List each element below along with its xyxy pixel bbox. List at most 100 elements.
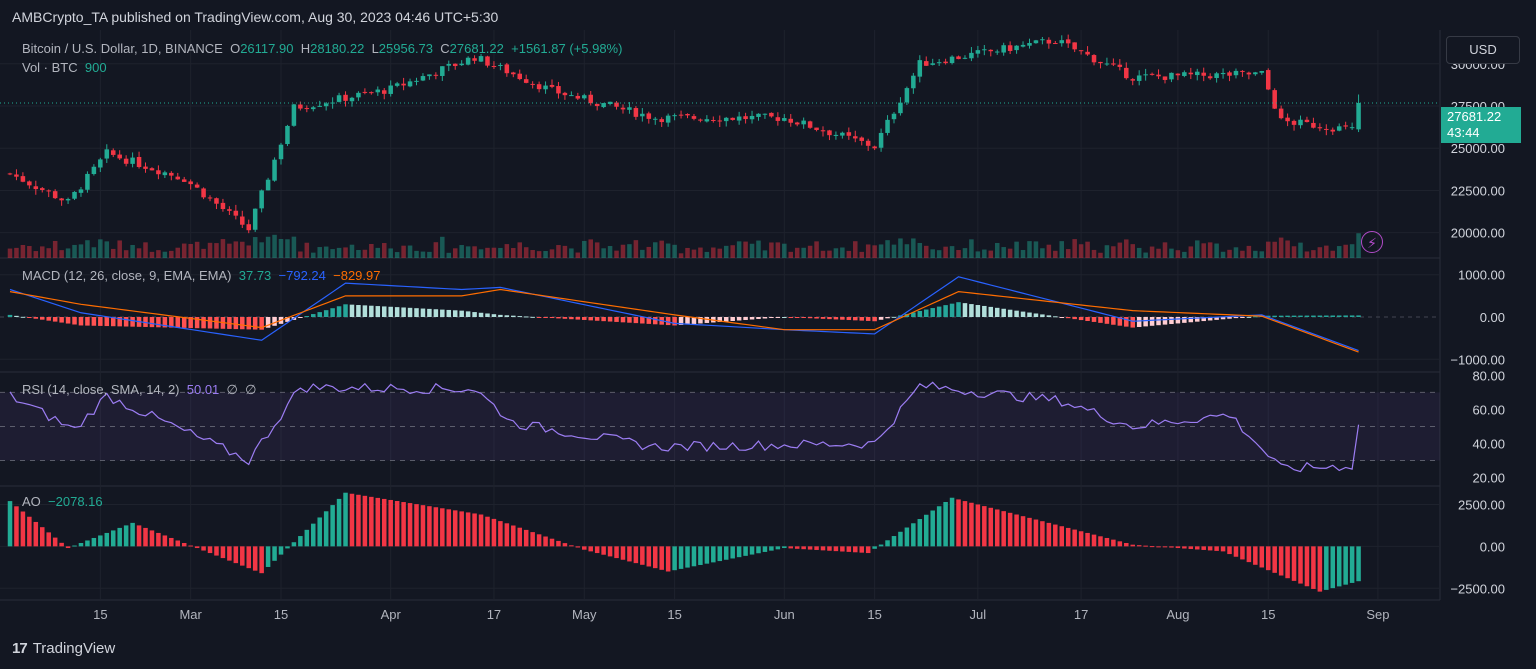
candle-body <box>349 97 355 102</box>
price-tick-label: 22500.00 <box>1451 183 1505 198</box>
tradingview-logo-icon: 17 <box>12 640 28 657</box>
candle-body <box>1001 45 1006 53</box>
candle-body <box>123 158 129 164</box>
candle-body <box>407 81 413 87</box>
ao-bar <box>1220 546 1226 552</box>
ao-bar <box>523 529 529 547</box>
candle-body <box>1207 76 1213 79</box>
macd-histogram-bar <box>769 317 774 318</box>
macd-histogram-bar <box>1246 316 1252 318</box>
candle-body <box>736 116 742 121</box>
macd-histogram-bar <box>272 317 277 326</box>
ao-bar <box>911 523 916 547</box>
candle-body <box>420 76 426 81</box>
low-value: 25956.73 <box>378 41 434 56</box>
macd-histogram-bar <box>517 316 523 318</box>
volume-bar <box>1285 240 1290 258</box>
volume-bar <box>743 241 748 258</box>
volume-bar <box>769 242 774 258</box>
ao-bar <box>1336 546 1342 587</box>
volume-bar <box>820 250 826 258</box>
ao-bar <box>349 493 355 547</box>
symbol-title: Bitcoin / U.S. Dollar, 1D, BINANCE <box>22 41 223 56</box>
candle-body <box>33 186 39 190</box>
macd-histogram-bar <box>1149 317 1155 326</box>
currency-button[interactable]: USD <box>1446 36 1520 64</box>
candle-body <box>91 166 97 175</box>
ao-bar <box>472 513 477 547</box>
ao-bar <box>33 521 39 547</box>
ao-bar <box>872 546 877 549</box>
high-value: 28180.22 <box>310 41 365 56</box>
macd-histogram-bar <box>717 317 723 322</box>
volume-bar <box>240 241 245 258</box>
price-tick-label: 25000.00 <box>1451 141 1505 156</box>
ao-bar <box>1059 526 1065 547</box>
rsi-tick-label: 80.00 <box>1472 368 1505 383</box>
bolt-icon[interactable]: ⚡︎ <box>1361 231 1383 253</box>
ao-bar <box>78 543 84 547</box>
candle-body <box>85 173 90 190</box>
ao-bar <box>381 498 387 547</box>
candle-body <box>272 159 277 181</box>
macd-histogram-bar <box>1111 317 1116 325</box>
volume-bar <box>72 244 77 258</box>
ao-bar <box>1162 546 1168 548</box>
candle-body <box>1169 72 1174 80</box>
macd-histogram-bar <box>265 317 271 328</box>
ao-bar <box>459 511 464 547</box>
volume-bar <box>775 242 781 258</box>
volume-bar <box>530 250 535 258</box>
macd-histogram-bar <box>601 317 606 322</box>
macd-histogram-bar <box>1072 317 1077 320</box>
volume-bar <box>917 242 923 258</box>
candle-body <box>1201 72 1206 76</box>
ao-bar <box>162 535 168 547</box>
volume-bar <box>523 247 529 258</box>
candle-body <box>923 61 929 66</box>
volume-bar <box>620 244 626 258</box>
volume-bar <box>1246 245 1252 258</box>
candle-body <box>1098 61 1103 64</box>
volume-bar <box>1136 247 1142 258</box>
ao-bar <box>388 499 393 547</box>
tradingview-footer[interactable]: 17 TradingView <box>12 640 115 657</box>
candle-body <box>65 199 71 201</box>
volume-bar <box>52 240 58 258</box>
ao-bar <box>949 497 955 547</box>
candle-body <box>130 157 135 164</box>
ao-bar <box>175 540 181 547</box>
volume-bar <box>1149 246 1155 258</box>
ao-bar <box>1156 546 1161 548</box>
ao-bar <box>833 546 839 552</box>
candle-body <box>1162 76 1168 80</box>
ao-bar <box>1111 539 1116 547</box>
ao-bar <box>1324 546 1329 590</box>
volume-bar <box>698 247 703 258</box>
volume-bar <box>607 246 613 258</box>
volume-bar <box>723 245 729 258</box>
candle-body <box>356 92 361 98</box>
volume-bar <box>1053 250 1058 258</box>
macd-histogram-bar <box>956 302 961 317</box>
ao-tick-label: 0.00 <box>1480 539 1505 554</box>
candle-body <box>840 132 845 136</box>
volume-bar <box>1207 242 1213 258</box>
macd-histogram-bar <box>440 309 445 317</box>
volume-bar <box>181 243 187 258</box>
candle-body <box>794 122 800 125</box>
macd-histogram-bar <box>14 315 19 317</box>
volume-bar <box>756 240 761 258</box>
volume-bar <box>278 239 284 258</box>
volume-bar <box>272 234 277 258</box>
candle-body <box>149 168 155 171</box>
candle-body <box>814 127 819 131</box>
ao-bar <box>85 540 90 547</box>
macd-histogram-bar <box>936 306 942 317</box>
volume-bar <box>678 253 684 258</box>
macd-histogram-bar <box>1020 311 1026 317</box>
volume-bar <box>298 251 303 258</box>
candle-body <box>504 64 510 74</box>
volume-bar <box>1214 243 1219 258</box>
